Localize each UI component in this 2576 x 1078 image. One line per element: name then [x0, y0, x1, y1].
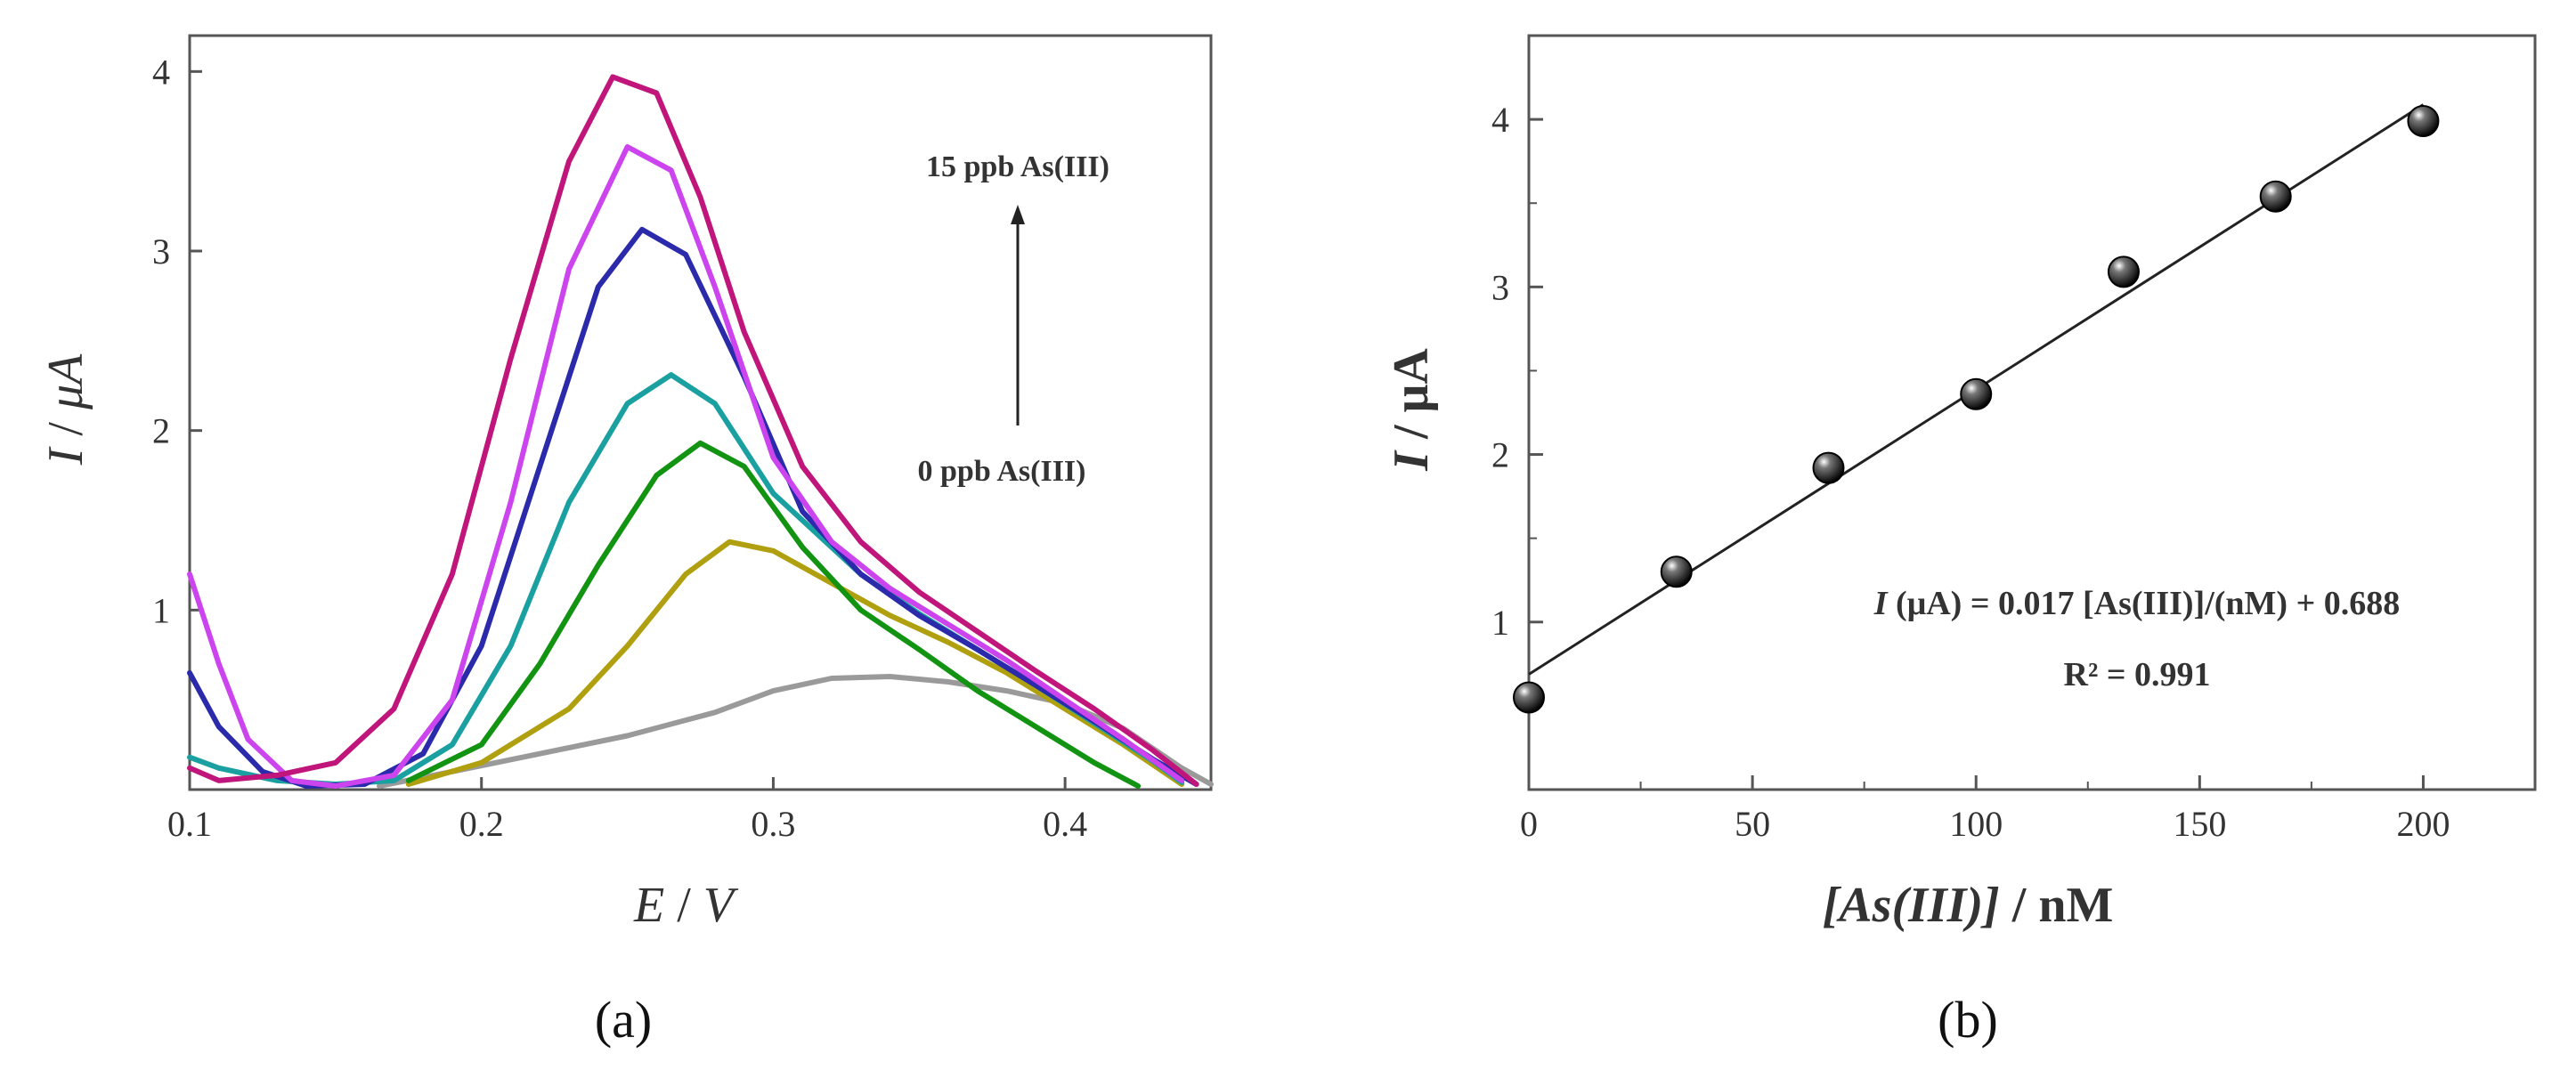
data-point [2407, 104, 2440, 137]
data-point [1513, 681, 1545, 714]
series-line [187, 226, 1199, 789]
caption-a: (a) [595, 991, 652, 1049]
fit-equation: I (μA) = 0.017 [As(III)]/(nM) + 0.688 [1873, 585, 2400, 622]
annotation-top: 15 ppb As(III) [926, 150, 1109, 183]
y-tick-label-b: 4 [1491, 100, 1509, 140]
y-tick-label-b: 1 [1491, 603, 1509, 643]
plot-b-points [1513, 104, 2440, 714]
plot-a-ticks: 0.1 0.2 0.3 0.4 1 2 3 4 [152, 52, 1087, 844]
x-tick-label-b: 150 [2173, 804, 2226, 844]
panel-b: 0 50 100 150 200 1 2 3 4 I (μA) = 0.017 [As(III)… [1384, 34, 2537, 1049]
y-tick-label-a: 3 [152, 231, 170, 272]
arrow-head-icon [1011, 205, 1025, 224]
r-squared: R² = 0.991 [2064, 656, 2211, 693]
series-line [377, 674, 1214, 789]
plot-b-frame [1527, 34, 2537, 791]
x-tick-label-a: 0.2 [459, 804, 504, 844]
y-tick-label-a: 1 [152, 590, 170, 630]
data-point [1812, 451, 1845, 484]
x-tick-label-b: 0 [1520, 804, 1538, 844]
x-tick-label-b: 200 [2396, 804, 2450, 844]
series-line [187, 144, 1185, 789]
plot-b-ticks: 0 50 100 150 200 1 2 3 4 [1491, 100, 2450, 844]
data-point [1660, 555, 1693, 588]
y-axis-label-b: I / μA [1384, 348, 1439, 472]
caption-b: (b) [1938, 991, 1998, 1049]
x-tick-label-b: 100 [1949, 804, 2003, 844]
y-tick-label-a: 4 [152, 52, 170, 92]
x-axis-label-a: E / V [633, 878, 739, 933]
y-axis-label-a: I / μA [38, 353, 93, 466]
x-tick-label-a: 0.1 [167, 804, 212, 844]
series-line [187, 74, 1199, 787]
y-tick-label-a: 2 [152, 411, 170, 451]
x-tick-label-b: 50 [1735, 804, 1770, 844]
y-tick-label-b: 3 [1491, 267, 1509, 307]
x-tick-label-a: 0.4 [1043, 804, 1087, 844]
annotation-bottom: 0 ppb As(III) [918, 455, 1086, 488]
x-axis-label-b: [As(III)] / nM [1823, 878, 2114, 933]
y-tick-label-b: 2 [1491, 435, 1509, 475]
series-line [405, 440, 1142, 789]
series-line [405, 539, 1185, 787]
panel-a: 0.1 0.2 0.3 0.4 1 2 3 4 15 ppb As(III) 0 ppb As… [38, 34, 1214, 1049]
data-point [1960, 377, 1993, 410]
plot-a-series [187, 74, 1214, 789]
plot-a-frame [188, 34, 1213, 791]
x-tick-label-a: 0.3 [751, 804, 795, 844]
data-point [2107, 255, 2140, 288]
data-point [2259, 180, 2292, 213]
